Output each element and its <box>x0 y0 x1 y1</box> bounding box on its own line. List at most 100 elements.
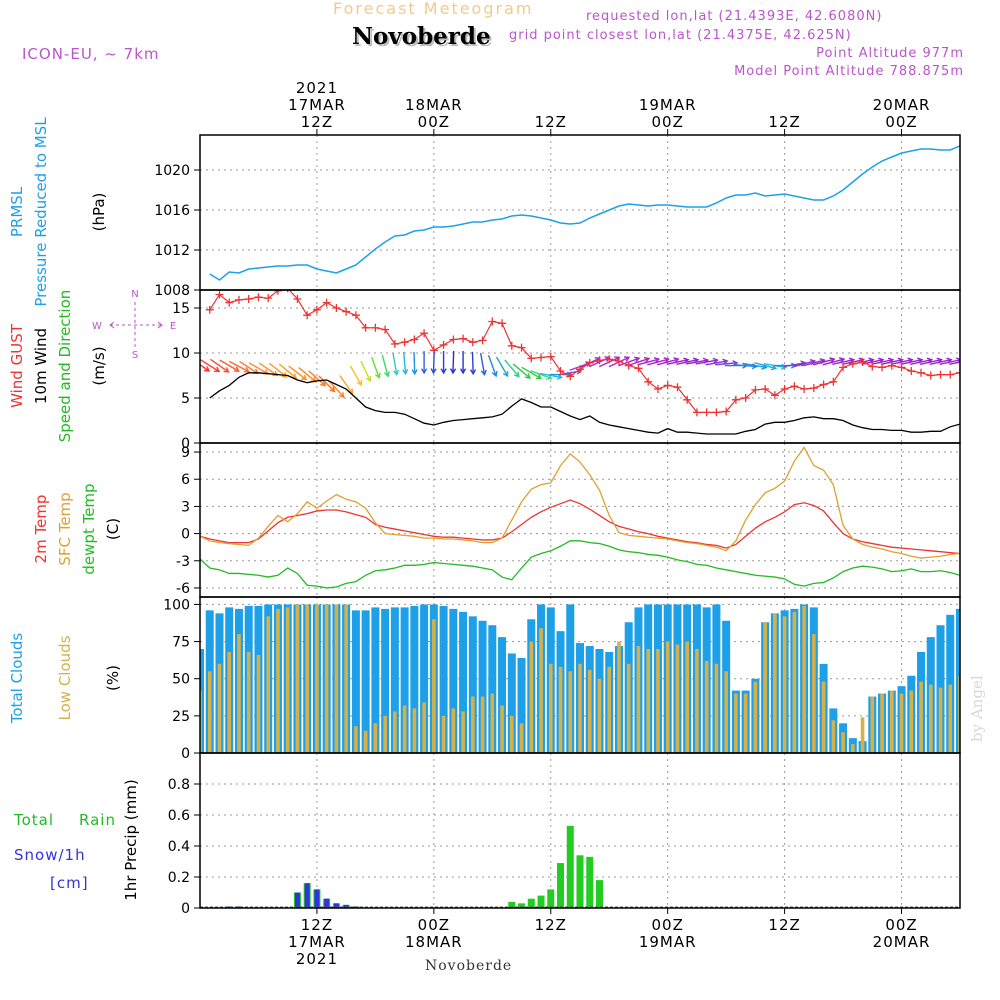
wind-arrow-head <box>770 364 778 371</box>
gust-marker <box>459 334 468 343</box>
wind-arrow-head <box>449 368 457 375</box>
total-cloud-bar <box>946 614 955 753</box>
low-cloud-bar <box>899 693 904 753</box>
wind-direction-arrow <box>939 359 960 365</box>
total-cloud-bar <box>361 610 370 753</box>
total-cloud-bar <box>449 608 458 753</box>
wind-direction-arrow <box>627 357 650 367</box>
wind-arrow-head <box>272 370 279 377</box>
panel-label: Total Clouds <box>8 633 26 725</box>
wind-direction-arrow <box>487 355 497 377</box>
wind-arrow-head <box>634 356 641 363</box>
wind-direction-arrow <box>381 354 389 377</box>
low-cloud-bar <box>548 663 553 753</box>
wind-arrow-head <box>491 370 498 378</box>
low-cloud-bar <box>636 646 641 753</box>
snow-bar <box>314 889 320 908</box>
total-precip-bar <box>595 880 603 908</box>
gust-marker <box>498 319 507 328</box>
low-cloud-bar <box>685 641 689 753</box>
y-tick-label: 1020 <box>154 163 190 179</box>
wind-direction-arrow <box>949 361 960 365</box>
gust-marker <box>702 408 711 417</box>
gust-marker <box>312 305 321 314</box>
low-cloud-bar <box>919 681 923 753</box>
wind-direction-arrow <box>803 359 825 367</box>
gust-marker <box>537 353 546 362</box>
gust-marker <box>517 343 526 352</box>
precip-snow-label: Snow/1h <box>14 846 86 864</box>
compass-west: W <box>92 321 102 332</box>
top-time-label: 17MAR <box>288 96 346 114</box>
gust-marker <box>429 346 438 355</box>
low-cloud-bar <box>519 723 524 753</box>
bottom-time-label: 19MAR <box>639 933 697 951</box>
panel-label: PRMSL <box>8 186 26 237</box>
total-precip-bar <box>527 898 535 908</box>
low-cloud-bar <box>734 693 738 753</box>
wind-direction-arrow <box>504 359 520 378</box>
low-cloud-bar <box>295 604 300 753</box>
low-cloud-bar <box>851 744 855 753</box>
credit-watermark: by Angel <box>968 675 986 742</box>
y-tick-label: 0 <box>181 746 190 762</box>
y-tick-label: 0 <box>181 901 190 917</box>
wind-direction-arrow <box>248 362 269 375</box>
low-cloud-bar <box>558 666 563 753</box>
y-tick-label: 75 <box>172 635 190 651</box>
wind-direction-arrow <box>258 362 278 377</box>
bottom-time-label: 12Z <box>535 916 567 934</box>
low-cloud-bar <box>948 684 953 753</box>
gust-marker <box>722 407 731 416</box>
low-cloud-bar <box>909 690 914 753</box>
bottom-time-label: 12Z <box>768 916 800 934</box>
low-cloud-bar <box>246 651 251 753</box>
forecast-title: Forecast Meteogram <box>333 0 534 18</box>
wind-arrow-head <box>374 372 381 380</box>
y-tick-label: 0 <box>181 436 190 452</box>
y-tick-label: 25 <box>172 709 190 725</box>
panel-frame <box>199 134 961 291</box>
low-cloud-bar <box>714 663 719 753</box>
wind-direction-arrow <box>783 362 806 368</box>
y-tick-label: 1008 <box>154 283 190 299</box>
wind-arrow-head <box>653 357 661 364</box>
total-cloud-bar <box>390 607 399 753</box>
wind-direction-arrow <box>471 351 474 374</box>
y-tick-label: 0.2 <box>168 870 190 886</box>
panel-frame <box>199 442 961 598</box>
low-cloud-bar <box>461 711 465 753</box>
low-cloud-bar <box>812 634 816 753</box>
precip-axis-label: 1hr Precip (mm) <box>122 779 140 900</box>
wind-direction-arrow <box>360 360 371 382</box>
gust-marker <box>546 352 555 361</box>
low-cloud-bar <box>451 708 456 753</box>
wind-direction-arrow <box>339 375 354 394</box>
low-cloud-bar <box>597 678 602 753</box>
total-cloud-bar <box>439 605 448 753</box>
wind-direction-arrow <box>239 360 259 374</box>
location-title: Novoberde <box>352 23 491 50</box>
total-cloud-bar <box>517 657 526 753</box>
panel-label: (m/s) <box>90 346 108 385</box>
low-cloud-bar <box>256 654 261 753</box>
gust-marker <box>595 356 604 365</box>
y-tick-label: -6 <box>176 581 190 597</box>
low-cloud-bar <box>763 622 767 753</box>
gust-marker <box>527 354 536 363</box>
low-cloud-bar <box>958 675 960 753</box>
bottom-time-label: 2021 <box>296 950 338 968</box>
low-cloud-bar <box>821 681 826 753</box>
wind-arrow-head <box>502 371 509 378</box>
model-name: ICON-EU, ~ 7km <box>22 45 160 63</box>
low-cloud-bar <box>334 604 339 753</box>
wind-direction-arrow <box>298 366 317 383</box>
wind-direction-arrow <box>919 359 942 365</box>
gust-marker <box>205 305 214 314</box>
wind-direction-arrow <box>910 359 932 365</box>
top-time-label: 12Z <box>768 113 800 131</box>
low-cloud-bar <box>480 696 485 753</box>
gust-marker <box>829 377 838 386</box>
wind-arrow-head <box>430 368 437 375</box>
